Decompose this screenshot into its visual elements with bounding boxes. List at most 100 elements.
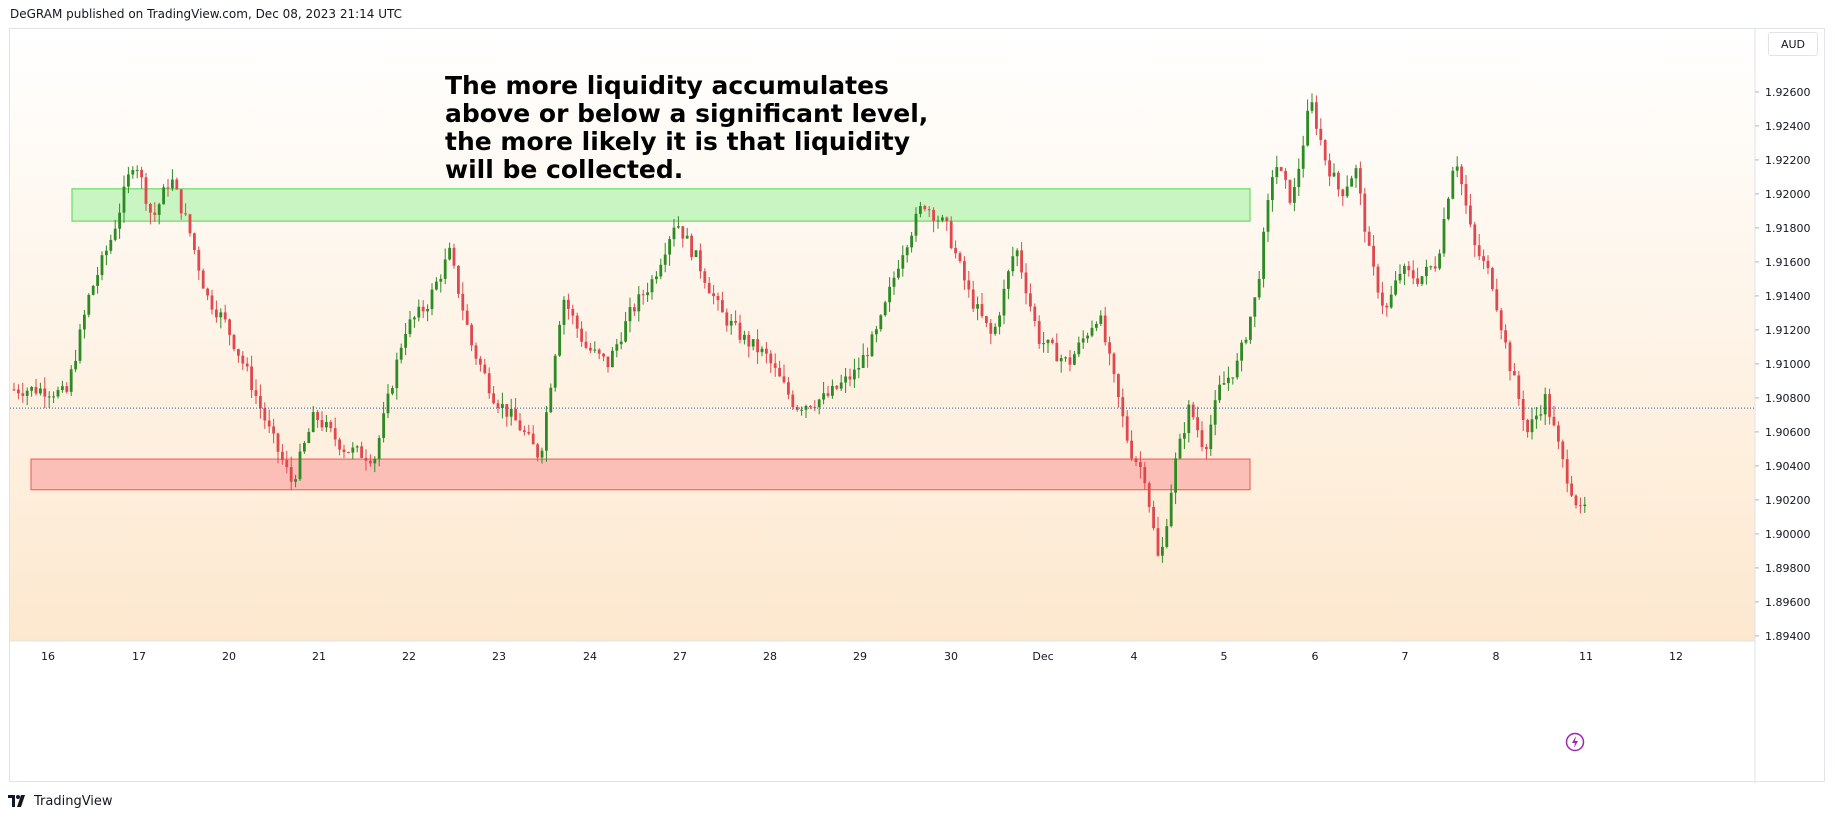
candle — [61, 380, 64, 393]
candle — [954, 240, 957, 259]
candle — [1209, 414, 1213, 456]
candle — [536, 442, 539, 462]
candle — [857, 357, 861, 379]
candle — [553, 353, 557, 392]
candle — [1447, 196, 1450, 221]
candle — [1473, 221, 1477, 257]
candle — [1143, 462, 1147, 490]
candle — [122, 175, 126, 223]
candle — [1174, 452, 1177, 505]
candle — [734, 310, 737, 326]
lightning-icon[interactable] — [1565, 732, 1585, 752]
candle — [839, 374, 843, 391]
candle — [1394, 271, 1397, 297]
currency-button[interactable]: AUD — [1768, 32, 1818, 56]
y-tick-label: 1.92400 — [1765, 120, 1811, 133]
candle — [1090, 320, 1094, 338]
zone-resistance[interactable] — [71, 188, 1251, 222]
candle — [1451, 166, 1455, 200]
candle — [668, 236, 671, 266]
candle — [773, 353, 777, 377]
candle — [923, 204, 927, 212]
footer-brand[interactable]: TradingView — [8, 790, 113, 812]
candle — [655, 271, 658, 284]
candle — [232, 334, 236, 352]
candle — [1227, 366, 1230, 391]
candle — [1526, 418, 1529, 438]
x-tick-label: 5 — [1221, 650, 1228, 663]
candle — [1108, 336, 1111, 366]
candle — [382, 401, 385, 443]
candle — [1363, 187, 1367, 243]
candle — [1420, 276, 1424, 286]
candle — [1262, 227, 1265, 288]
candle — [1350, 175, 1353, 187]
candle — [254, 379, 258, 405]
chart-annotation[interactable]: The more liquidity accumulates above or … — [445, 71, 929, 184]
candle — [571, 304, 575, 325]
candle — [963, 256, 966, 290]
candle — [989, 319, 993, 345]
candle — [1293, 178, 1296, 212]
candle — [435, 277, 438, 291]
candle — [545, 405, 548, 462]
candle — [1552, 405, 1556, 427]
candle — [215, 300, 218, 323]
x-tick-label: 6 — [1312, 650, 1319, 663]
zone-support[interactable] — [30, 458, 1251, 491]
x-tick-label: 12 — [1669, 650, 1683, 663]
y-tick-label: 1.90000 — [1765, 528, 1811, 541]
candle — [888, 277, 891, 312]
candle — [127, 166, 130, 194]
candle — [311, 405, 315, 433]
candle — [1244, 337, 1248, 345]
candle — [223, 304, 227, 323]
candle — [756, 329, 759, 364]
price-chart[interactable]: 1.92600 1.92400 1.92200 1.92000 1.91800 1.916… — [10, 29, 1826, 783]
candle — [245, 357, 249, 372]
candle — [294, 474, 297, 488]
candle — [263, 402, 267, 429]
candle — [782, 364, 786, 384]
candle — [743, 330, 746, 345]
candle — [1275, 155, 1279, 185]
candle — [694, 250, 698, 258]
candle — [1513, 363, 1516, 376]
candle — [109, 234, 113, 254]
candle — [210, 289, 214, 315]
candle — [716, 292, 720, 311]
candle — [1165, 518, 1169, 549]
candle — [149, 202, 152, 225]
candle — [30, 386, 33, 397]
candle — [1073, 350, 1076, 366]
candle — [602, 352, 605, 362]
candle — [1240, 339, 1243, 372]
candle — [430, 283, 434, 316]
candle — [39, 382, 42, 396]
y-tick-label: 1.90200 — [1765, 494, 1811, 507]
candle — [1429, 265, 1433, 271]
candle — [281, 444, 284, 465]
candle — [153, 202, 157, 222]
candle — [74, 349, 77, 373]
candle — [1139, 451, 1142, 479]
candle — [1535, 407, 1538, 429]
x-tick-label: 21 — [312, 650, 326, 663]
candle — [166, 178, 170, 197]
candle — [1561, 439, 1565, 468]
candle — [461, 282, 465, 321]
candle — [1007, 269, 1010, 300]
candle — [558, 320, 561, 357]
candle — [844, 367, 847, 393]
candle — [1130, 430, 1133, 462]
candle — [1477, 233, 1481, 261]
candle — [1385, 302, 1389, 317]
chart-frame[interactable]: 1.92600 1.92400 1.92200 1.92000 1.91800 1.916… — [9, 28, 1826, 783]
candle — [1403, 263, 1406, 285]
candle — [307, 428, 311, 444]
candle — [1134, 456, 1138, 467]
candle — [325, 414, 328, 433]
candle — [611, 346, 614, 368]
candle — [439, 274, 443, 293]
candle — [1288, 179, 1292, 205]
